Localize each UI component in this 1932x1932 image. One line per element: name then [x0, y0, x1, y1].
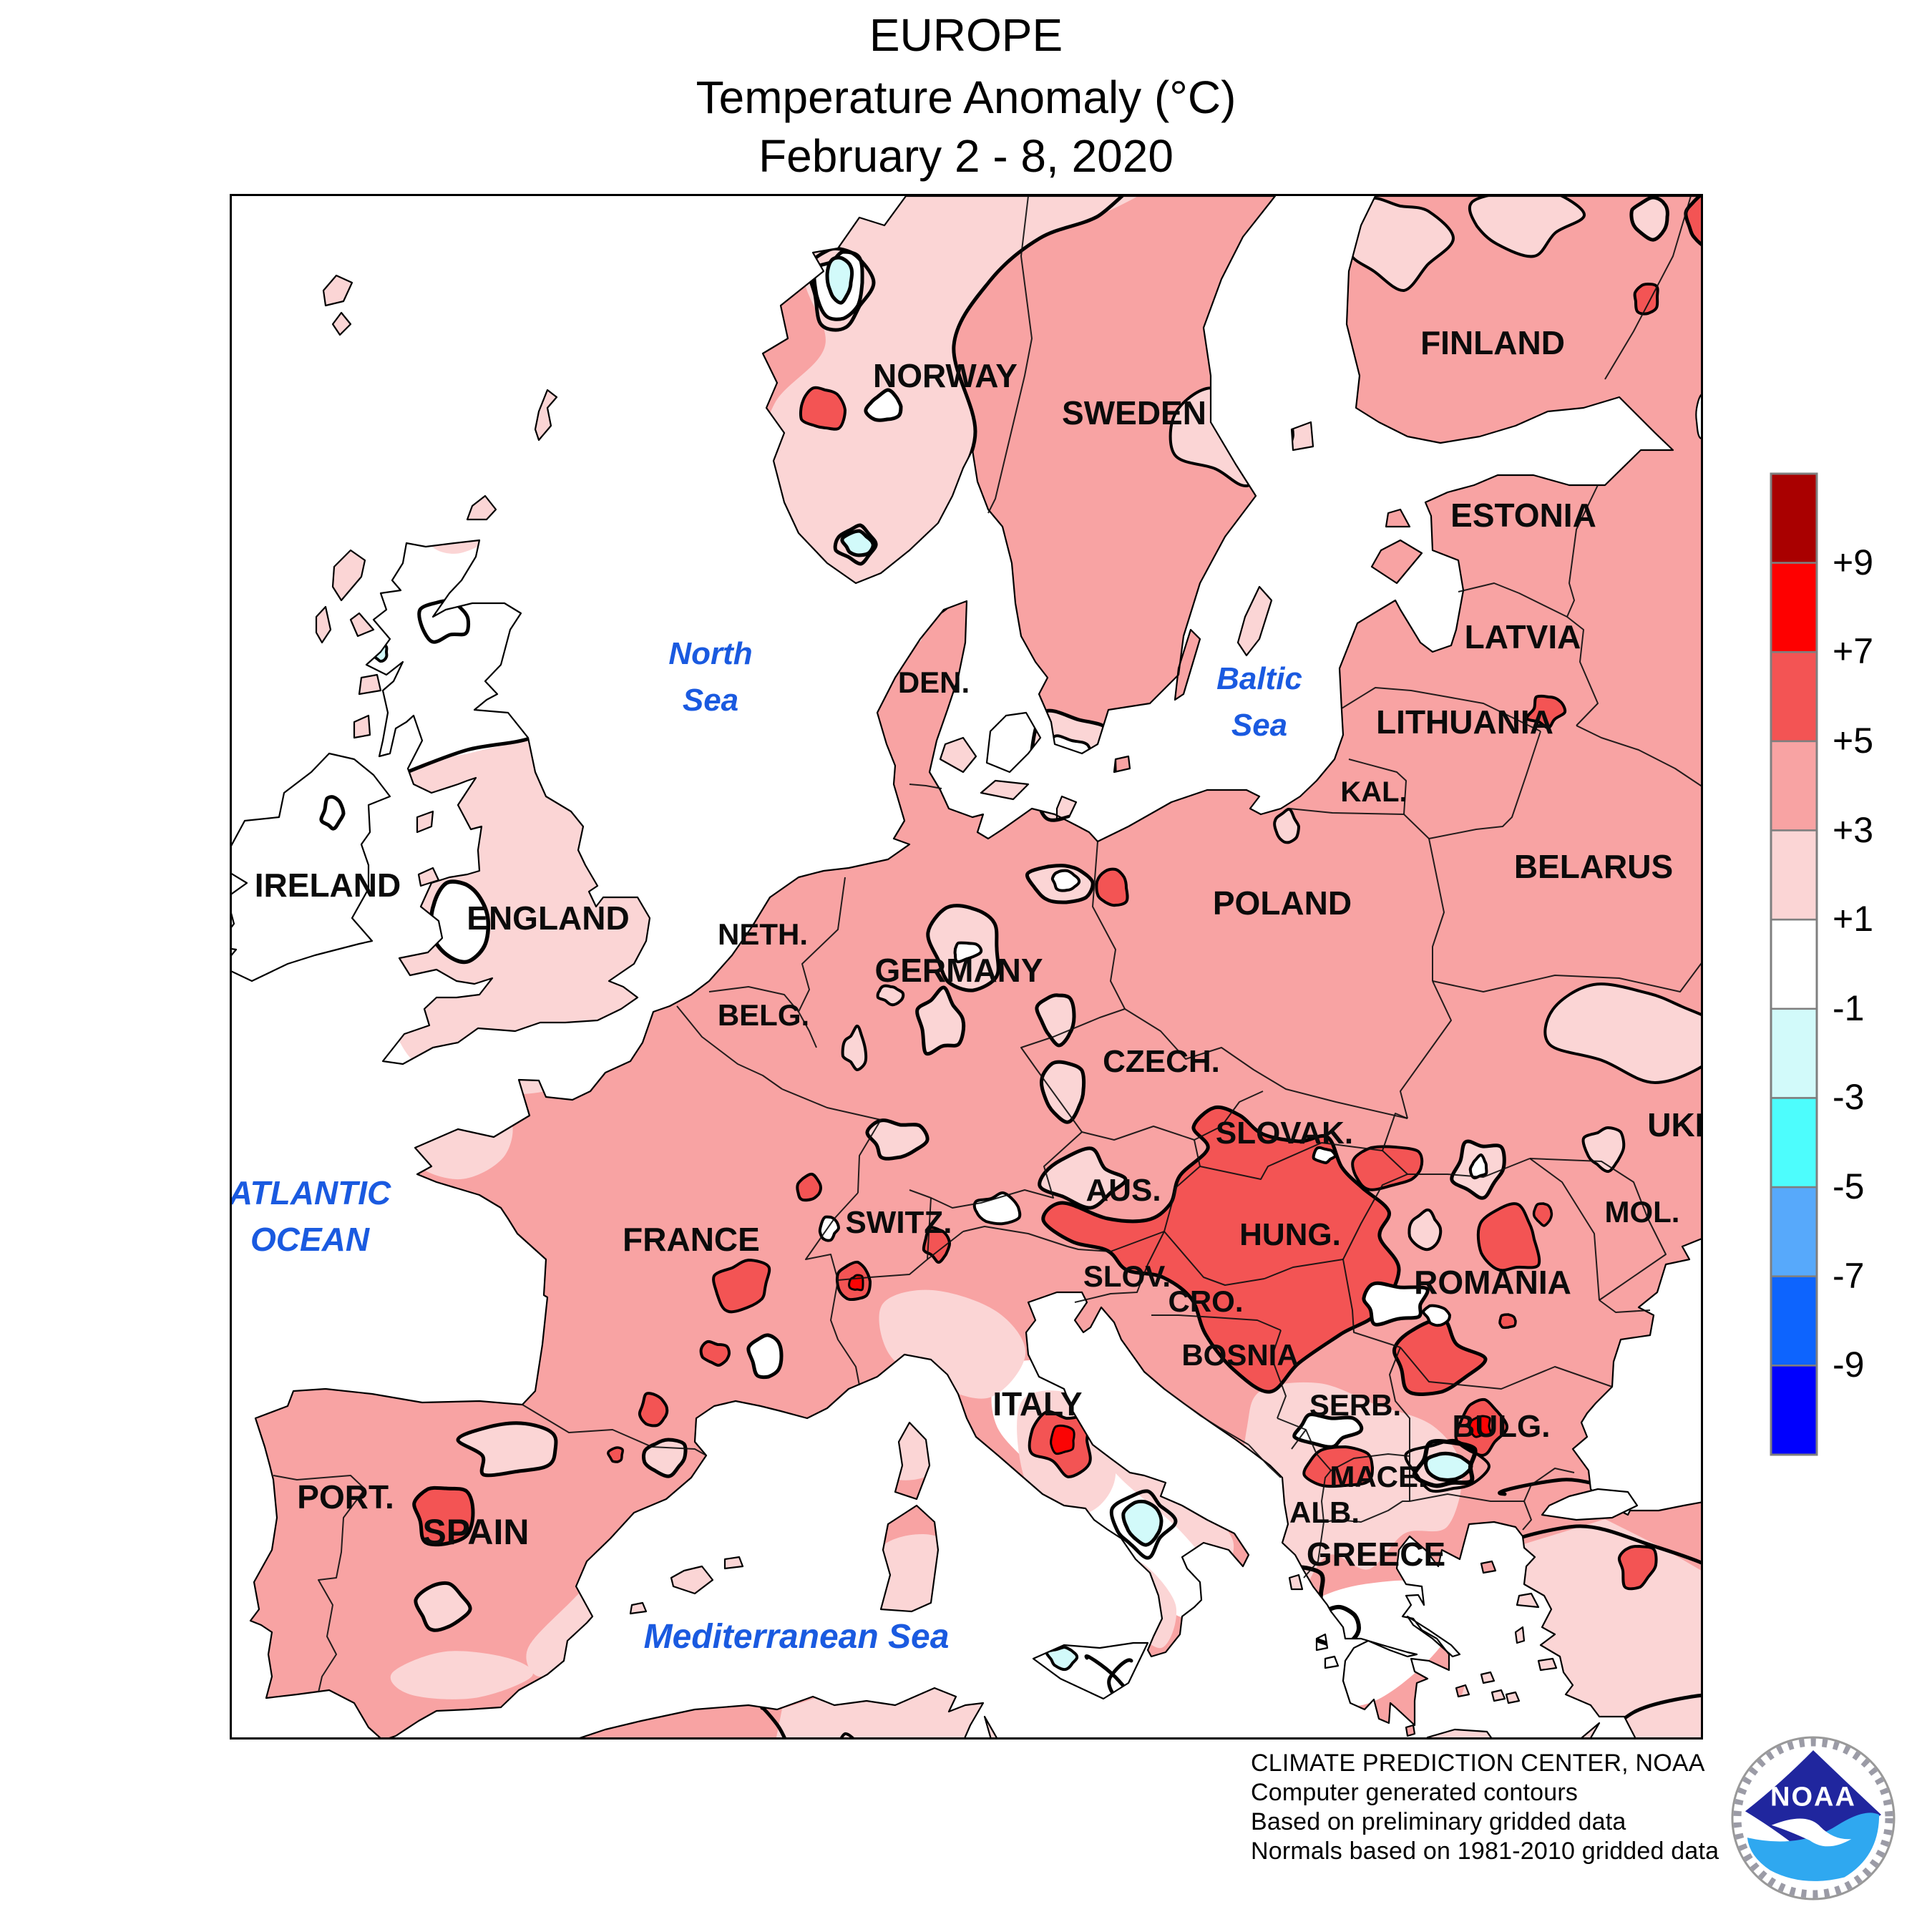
svg-text:MOL.: MOL. [1605, 1195, 1680, 1229]
svg-text:DEN.: DEN. [898, 665, 970, 699]
svg-text:AUS.: AUS. [1085, 1173, 1161, 1208]
svg-text:-9: -9 [1833, 1345, 1864, 1385]
svg-text:UKRAINE: UKRAINE [1647, 1106, 1703, 1143]
svg-text:BULG.: BULG. [1453, 1409, 1551, 1444]
svg-text:SERB.: SERB. [1309, 1388, 1401, 1422]
svg-text:CRO.: CRO. [1169, 1284, 1244, 1318]
svg-text:HUNG.: HUNG. [1239, 1217, 1341, 1252]
svg-text:SLOVAK.: SLOVAK. [1216, 1116, 1353, 1151]
svg-text:LATVIA: LATVIA [1465, 618, 1581, 655]
svg-text:MACE.: MACE. [1330, 1460, 1426, 1493]
svg-text:CZECH.: CZECH. [1103, 1044, 1220, 1079]
svg-text:+3: +3 [1833, 810, 1873, 850]
svg-text:+7: +7 [1833, 631, 1873, 671]
svg-text:-3: -3 [1833, 1077, 1864, 1117]
svg-text:KAL.: KAL. [1340, 776, 1407, 808]
svg-text:POLAND: POLAND [1213, 884, 1352, 922]
svg-text:+5: +5 [1833, 721, 1873, 761]
svg-text:NORWAY: NORWAY [873, 357, 1018, 394]
svg-text:IRELAND: IRELAND [255, 867, 401, 904]
svg-text:NETH.: NETH. [718, 917, 808, 951]
svg-text:-5: -5 [1833, 1166, 1864, 1206]
svg-text:North: North [668, 636, 752, 671]
svg-text:Mediterranean Sea: Mediterranean Sea [644, 1618, 950, 1656]
svg-text:PORT.: PORT. [297, 1478, 394, 1516]
svg-text:NOAA: NOAA [1770, 1782, 1856, 1813]
svg-text:FRANCE: FRANCE [623, 1221, 760, 1258]
svg-text:Sea: Sea [1231, 708, 1287, 743]
svg-text:BELARUS: BELARUS [1514, 848, 1673, 885]
svg-text:GREECE: GREECE [1307, 1536, 1445, 1573]
svg-text:-7: -7 [1833, 1256, 1864, 1296]
svg-text:ENGLAND: ENGLAND [467, 899, 629, 937]
svg-text:SWITZ.: SWITZ. [845, 1205, 952, 1240]
svg-text:SLOV.: SLOV. [1083, 1259, 1171, 1293]
svg-text:Sea: Sea [683, 683, 738, 718]
svg-text:ATLANTIC: ATLANTIC [232, 1174, 391, 1211]
svg-text:+1: +1 [1833, 899, 1873, 939]
svg-text:ROMANIA: ROMANIA [1414, 1264, 1571, 1301]
svg-text:BOSNIA: BOSNIA [1181, 1338, 1298, 1372]
svg-text:SPAIN: SPAIN [422, 1512, 529, 1552]
svg-text:ESTONIA: ESTONIA [1450, 497, 1596, 534]
svg-text:FINLAND: FINLAND [1420, 324, 1565, 361]
svg-text:-1: -1 [1833, 988, 1864, 1028]
svg-text:OCEAN: OCEAN [250, 1221, 370, 1258]
svg-text:BELG.: BELG. [718, 998, 809, 1032]
svg-text:ALB.: ALB. [1289, 1496, 1360, 1529]
svg-text:+9: +9 [1833, 542, 1873, 582]
svg-text:SWEDEN: SWEDEN [1062, 394, 1206, 431]
svg-text:LITHUANIA: LITHUANIA [1376, 703, 1553, 741]
svg-text:ITALY: ITALY [992, 1385, 1082, 1423]
svg-text:GERMANY: GERMANY [874, 952, 1043, 989]
svg-text:Baltic: Baltic [1216, 661, 1302, 696]
